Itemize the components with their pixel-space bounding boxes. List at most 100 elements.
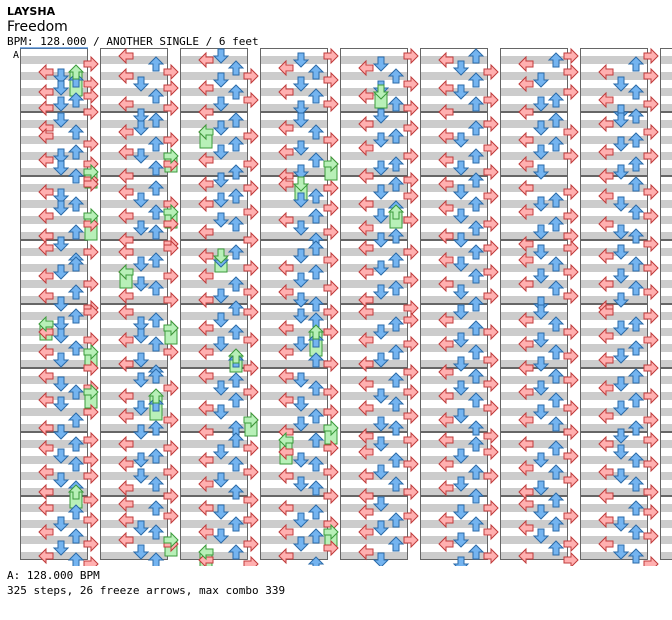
beat-stripe bbox=[580, 360, 648, 368]
left-arrow bbox=[278, 367, 294, 385]
left-arrow bbox=[198, 451, 214, 469]
beat-stripe bbox=[260, 328, 328, 336]
left-arrow bbox=[358, 487, 374, 505]
right-arrow bbox=[163, 239, 179, 257]
up-arrow bbox=[547, 216, 565, 232]
left-arrow bbox=[358, 239, 374, 257]
up-arrow bbox=[227, 516, 245, 532]
left-arrow bbox=[598, 303, 614, 321]
beat-stripe bbox=[500, 72, 568, 80]
right-arrow bbox=[243, 555, 259, 566]
left-arrow bbox=[38, 151, 54, 169]
left-arrow bbox=[198, 343, 214, 361]
beat-stripe bbox=[500, 104, 568, 112]
beat-stripe bbox=[340, 536, 408, 544]
beat-stripe bbox=[20, 312, 88, 320]
right-arrow bbox=[643, 555, 659, 566]
down-arrow bbox=[292, 176, 310, 192]
beat-stripe bbox=[100, 328, 168, 336]
right-arrow bbox=[483, 351, 499, 369]
up-arrow bbox=[627, 340, 645, 356]
down-arrow bbox=[452, 232, 470, 248]
up-arrow bbox=[467, 96, 485, 112]
measure-border bbox=[420, 432, 488, 496]
left-arrow bbox=[358, 87, 374, 105]
measure-border bbox=[260, 496, 328, 560]
down-arrow bbox=[612, 428, 630, 444]
up-arrow bbox=[227, 112, 245, 128]
down-arrow bbox=[532, 196, 550, 212]
beat-stripe bbox=[20, 248, 88, 256]
beat-stripe bbox=[660, 344, 672, 352]
measure-border bbox=[660, 368, 672, 432]
right-arrow bbox=[403, 311, 419, 329]
beat-stripe bbox=[20, 120, 88, 128]
right-arrow bbox=[643, 387, 659, 405]
down-arrow bbox=[292, 52, 310, 68]
beat-stripe bbox=[20, 88, 88, 96]
left-arrow bbox=[278, 523, 294, 541]
measure-border bbox=[180, 48, 248, 112]
right-arrow bbox=[483, 499, 499, 517]
up-arrow bbox=[227, 244, 245, 260]
up-arrow bbox=[67, 168, 85, 184]
up-arrow bbox=[467, 220, 485, 236]
left-arrow bbox=[278, 499, 294, 517]
measure bbox=[660, 304, 672, 368]
beat-stripe bbox=[500, 536, 568, 544]
left-arrow bbox=[198, 423, 214, 441]
up-arrow bbox=[227, 188, 245, 204]
down-arrow bbox=[132, 328, 150, 344]
beat-stripe bbox=[420, 168, 488, 176]
left-arrow bbox=[118, 331, 134, 349]
left-arrow bbox=[278, 547, 294, 565]
up-arrow bbox=[627, 256, 645, 272]
right-arrow bbox=[83, 383, 99, 401]
measure-border bbox=[500, 112, 568, 176]
up-arrow bbox=[627, 176, 645, 192]
down-arrow bbox=[532, 480, 550, 496]
up-arrow bbox=[67, 224, 85, 240]
up-arrow bbox=[67, 504, 85, 520]
beat-stripe bbox=[180, 504, 248, 512]
down-arrow bbox=[452, 132, 470, 148]
beat-stripe bbox=[420, 408, 488, 416]
down-arrow bbox=[212, 212, 230, 228]
measure-border bbox=[180, 304, 248, 368]
beat-stripe bbox=[340, 248, 408, 256]
up-arrow bbox=[227, 456, 245, 472]
up-arrow bbox=[467, 244, 485, 260]
beat-stripe bbox=[580, 392, 648, 400]
left-arrow bbox=[278, 343, 294, 361]
down-arrow bbox=[132, 544, 150, 560]
up-arrow bbox=[547, 492, 565, 508]
right-arrow bbox=[243, 411, 259, 429]
up-arrow bbox=[147, 500, 165, 516]
right-arrow bbox=[403, 271, 419, 289]
down-arrow bbox=[532, 528, 550, 544]
up-arrow bbox=[227, 392, 245, 408]
beat-stripe bbox=[180, 488, 248, 496]
right-arrow bbox=[403, 363, 419, 381]
beat-stripe bbox=[340, 344, 408, 352]
beat-stripe bbox=[100, 184, 168, 192]
left-arrow bbox=[358, 219, 374, 237]
right-arrow bbox=[163, 439, 179, 457]
left-arrow bbox=[38, 63, 54, 81]
beat-stripe bbox=[260, 520, 328, 528]
left-arrow bbox=[38, 239, 54, 257]
left-arrow bbox=[518, 547, 534, 565]
down-arrow bbox=[372, 84, 390, 100]
right-arrow bbox=[643, 95, 659, 113]
down-arrow bbox=[52, 160, 70, 176]
right-arrow bbox=[483, 215, 499, 233]
down-arrow bbox=[532, 244, 550, 260]
right-arrow bbox=[643, 307, 659, 325]
left-arrow bbox=[278, 391, 294, 409]
right-arrow bbox=[163, 507, 179, 525]
left-arrow bbox=[438, 151, 454, 169]
down-arrow bbox=[612, 516, 630, 532]
beat-stripe bbox=[500, 264, 568, 272]
right-arrow bbox=[163, 267, 179, 285]
left-arrow bbox=[38, 183, 54, 201]
